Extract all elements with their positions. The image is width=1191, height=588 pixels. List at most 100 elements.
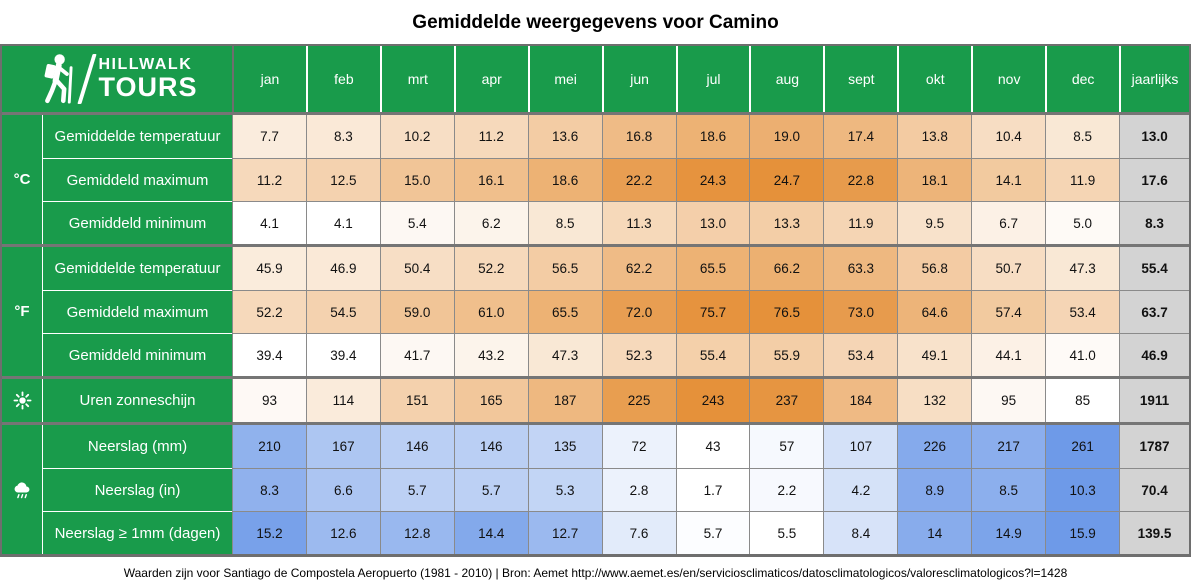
data-cell: 43.2 bbox=[453, 333, 528, 376]
column-header-feb: feb bbox=[305, 46, 380, 112]
data-cell: 45.9 bbox=[232, 247, 306, 290]
data-cell: 7.7 bbox=[232, 115, 306, 158]
group-celsius: °C Gemiddelde temperatuur 7.7 8.3 10.2 11.2 13… bbox=[2, 112, 1190, 244]
row-label: Gemiddelde temperatuur bbox=[43, 247, 232, 290]
data-cell: 43 bbox=[675, 425, 750, 468]
data-cell: 22.8 bbox=[823, 158, 898, 201]
group-icon-cell-celsius: °C bbox=[2, 115, 43, 244]
logo-text: HILLWALK TOURS bbox=[98, 57, 197, 101]
data-cell: 18.6 bbox=[675, 115, 750, 158]
data-cell: 53.4 bbox=[823, 333, 898, 376]
logo-slash-divider bbox=[77, 54, 98, 104]
column-header-mrt: mrt bbox=[379, 46, 454, 112]
row-label: Neerslag (mm) bbox=[43, 425, 232, 468]
data-cell: 15.9 bbox=[1045, 511, 1120, 554]
data-cell: 53.4 bbox=[1045, 290, 1120, 333]
data-cell: 132 bbox=[897, 379, 972, 422]
data-cell: 46.9 bbox=[305, 247, 380, 290]
annual-cell: 1911 bbox=[1119, 379, 1190, 422]
data-cell: 10.2 bbox=[379, 115, 454, 158]
data-cell: 93 bbox=[232, 379, 306, 422]
annual-cell: 139.5 bbox=[1119, 511, 1190, 554]
data-cell: 2.8 bbox=[601, 468, 676, 511]
data-cell: 54.5 bbox=[305, 290, 380, 333]
data-cell: 59.0 bbox=[379, 290, 454, 333]
annual-cell: 46.9 bbox=[1119, 333, 1190, 376]
data-cell: 52.2 bbox=[453, 247, 528, 290]
data-cell: 11.9 bbox=[823, 201, 898, 244]
data-cell: 7.6 bbox=[601, 511, 676, 554]
data-cell: 41.7 bbox=[379, 333, 454, 376]
logo-line2: TOURS bbox=[98, 72, 198, 102]
sun-icon bbox=[13, 391, 31, 410]
annual-cell: 13.0 bbox=[1119, 115, 1190, 158]
data-cell: 57.4 bbox=[971, 290, 1046, 333]
data-cell: 210 bbox=[232, 425, 306, 468]
data-cell: 8.5 bbox=[527, 201, 602, 244]
data-cell: 55.9 bbox=[749, 333, 824, 376]
table-row: Gemiddeld minimum 4.1 4.1 5.4 6.2 8.5 11.3 13.0… bbox=[43, 201, 1190, 244]
data-cell: 13.0 bbox=[675, 201, 750, 244]
data-cell: 50.4 bbox=[379, 247, 454, 290]
data-cell: 13.8 bbox=[897, 115, 972, 158]
column-header-apr: apr bbox=[453, 46, 528, 112]
data-cell: 62.2 bbox=[601, 247, 676, 290]
page-title: Gemiddelde weergegevens voor Camino bbox=[412, 12, 779, 33]
data-cell: 56.5 bbox=[527, 247, 602, 290]
data-cell: 5.3 bbox=[527, 468, 602, 511]
column-header-nov: nov bbox=[971, 46, 1045, 112]
data-cell: 14 bbox=[897, 511, 972, 554]
data-cell: 65.5 bbox=[675, 247, 750, 290]
data-cell: 13.6 bbox=[527, 115, 602, 158]
annual-cell: 1787 bbox=[1119, 425, 1190, 468]
data-cell: 5.0 bbox=[1045, 201, 1120, 244]
data-cell: 1.7 bbox=[675, 468, 750, 511]
data-cell: 64.6 bbox=[897, 290, 972, 333]
data-cell: 49.1 bbox=[897, 333, 972, 376]
column-header-jaarlijks: jaarlijks bbox=[1119, 46, 1189, 112]
data-cell: 4.1 bbox=[305, 201, 380, 244]
table-row: Neerslag (mm) 210 167 146 146 135 72 43 57 107 226… bbox=[43, 425, 1190, 468]
data-cell: 73.0 bbox=[823, 290, 898, 333]
column-header-dec: dec bbox=[1045, 46, 1119, 112]
data-cell: 146 bbox=[379, 425, 454, 468]
data-cell: 65.5 bbox=[527, 290, 602, 333]
annual-cell: 17.6 bbox=[1119, 158, 1190, 201]
data-cell: 5.7 bbox=[675, 511, 750, 554]
data-cell: 22.2 bbox=[601, 158, 676, 201]
data-cell: 12.8 bbox=[379, 511, 454, 554]
data-cell: 11.2 bbox=[453, 115, 528, 158]
table-row: Gemiddelde temperatuur 7.7 8.3 10.2 11.2 13.6… bbox=[43, 115, 1190, 158]
column-header-jan: jan bbox=[232, 46, 306, 112]
data-cell: 15.0 bbox=[379, 158, 454, 201]
data-cell: 6.6 bbox=[305, 468, 380, 511]
data-cell: 107 bbox=[823, 425, 898, 468]
data-cell: 55.4 bbox=[675, 333, 750, 376]
data-cell: 52.3 bbox=[601, 333, 676, 376]
celsius-unit-label: °C bbox=[13, 171, 31, 188]
data-cell: 9.5 bbox=[897, 201, 972, 244]
data-cell: 135 bbox=[527, 425, 602, 468]
month-header-group: jan feb mrt apr mei jun jul aug sept okt nov dec bbox=[232, 46, 1119, 112]
data-cell: 85 bbox=[1045, 379, 1120, 422]
data-cell: 63.3 bbox=[823, 247, 898, 290]
data-cell: 39.4 bbox=[305, 333, 380, 376]
row-label: Gemiddeld maximum bbox=[43, 290, 232, 333]
data-cell: 225 bbox=[601, 379, 676, 422]
data-cell: 18.6 bbox=[527, 158, 602, 201]
data-cell: 217 bbox=[971, 425, 1046, 468]
data-cell: 151 bbox=[379, 379, 454, 422]
group-sunshine: Uren zonneschijn 93 114 151 165 187 225 243 237 1… bbox=[2, 376, 1190, 422]
data-cell: 2.2 bbox=[749, 468, 824, 511]
data-cell: 13.3 bbox=[749, 201, 824, 244]
group-fahrenheit: °F Gemiddelde temperatuur 45.9 46.9 50.4 52.2… bbox=[2, 244, 1190, 376]
data-cell: 17.4 bbox=[823, 115, 898, 158]
data-cell: 237 bbox=[749, 379, 824, 422]
data-cell: 4.1 bbox=[232, 201, 306, 244]
data-cell: 95 bbox=[971, 379, 1046, 422]
data-cell: 15.2 bbox=[232, 511, 306, 554]
data-cell: 5.4 bbox=[379, 201, 454, 244]
row-label: Gemiddelde temperatuur bbox=[43, 115, 232, 158]
data-cell: 165 bbox=[453, 379, 528, 422]
